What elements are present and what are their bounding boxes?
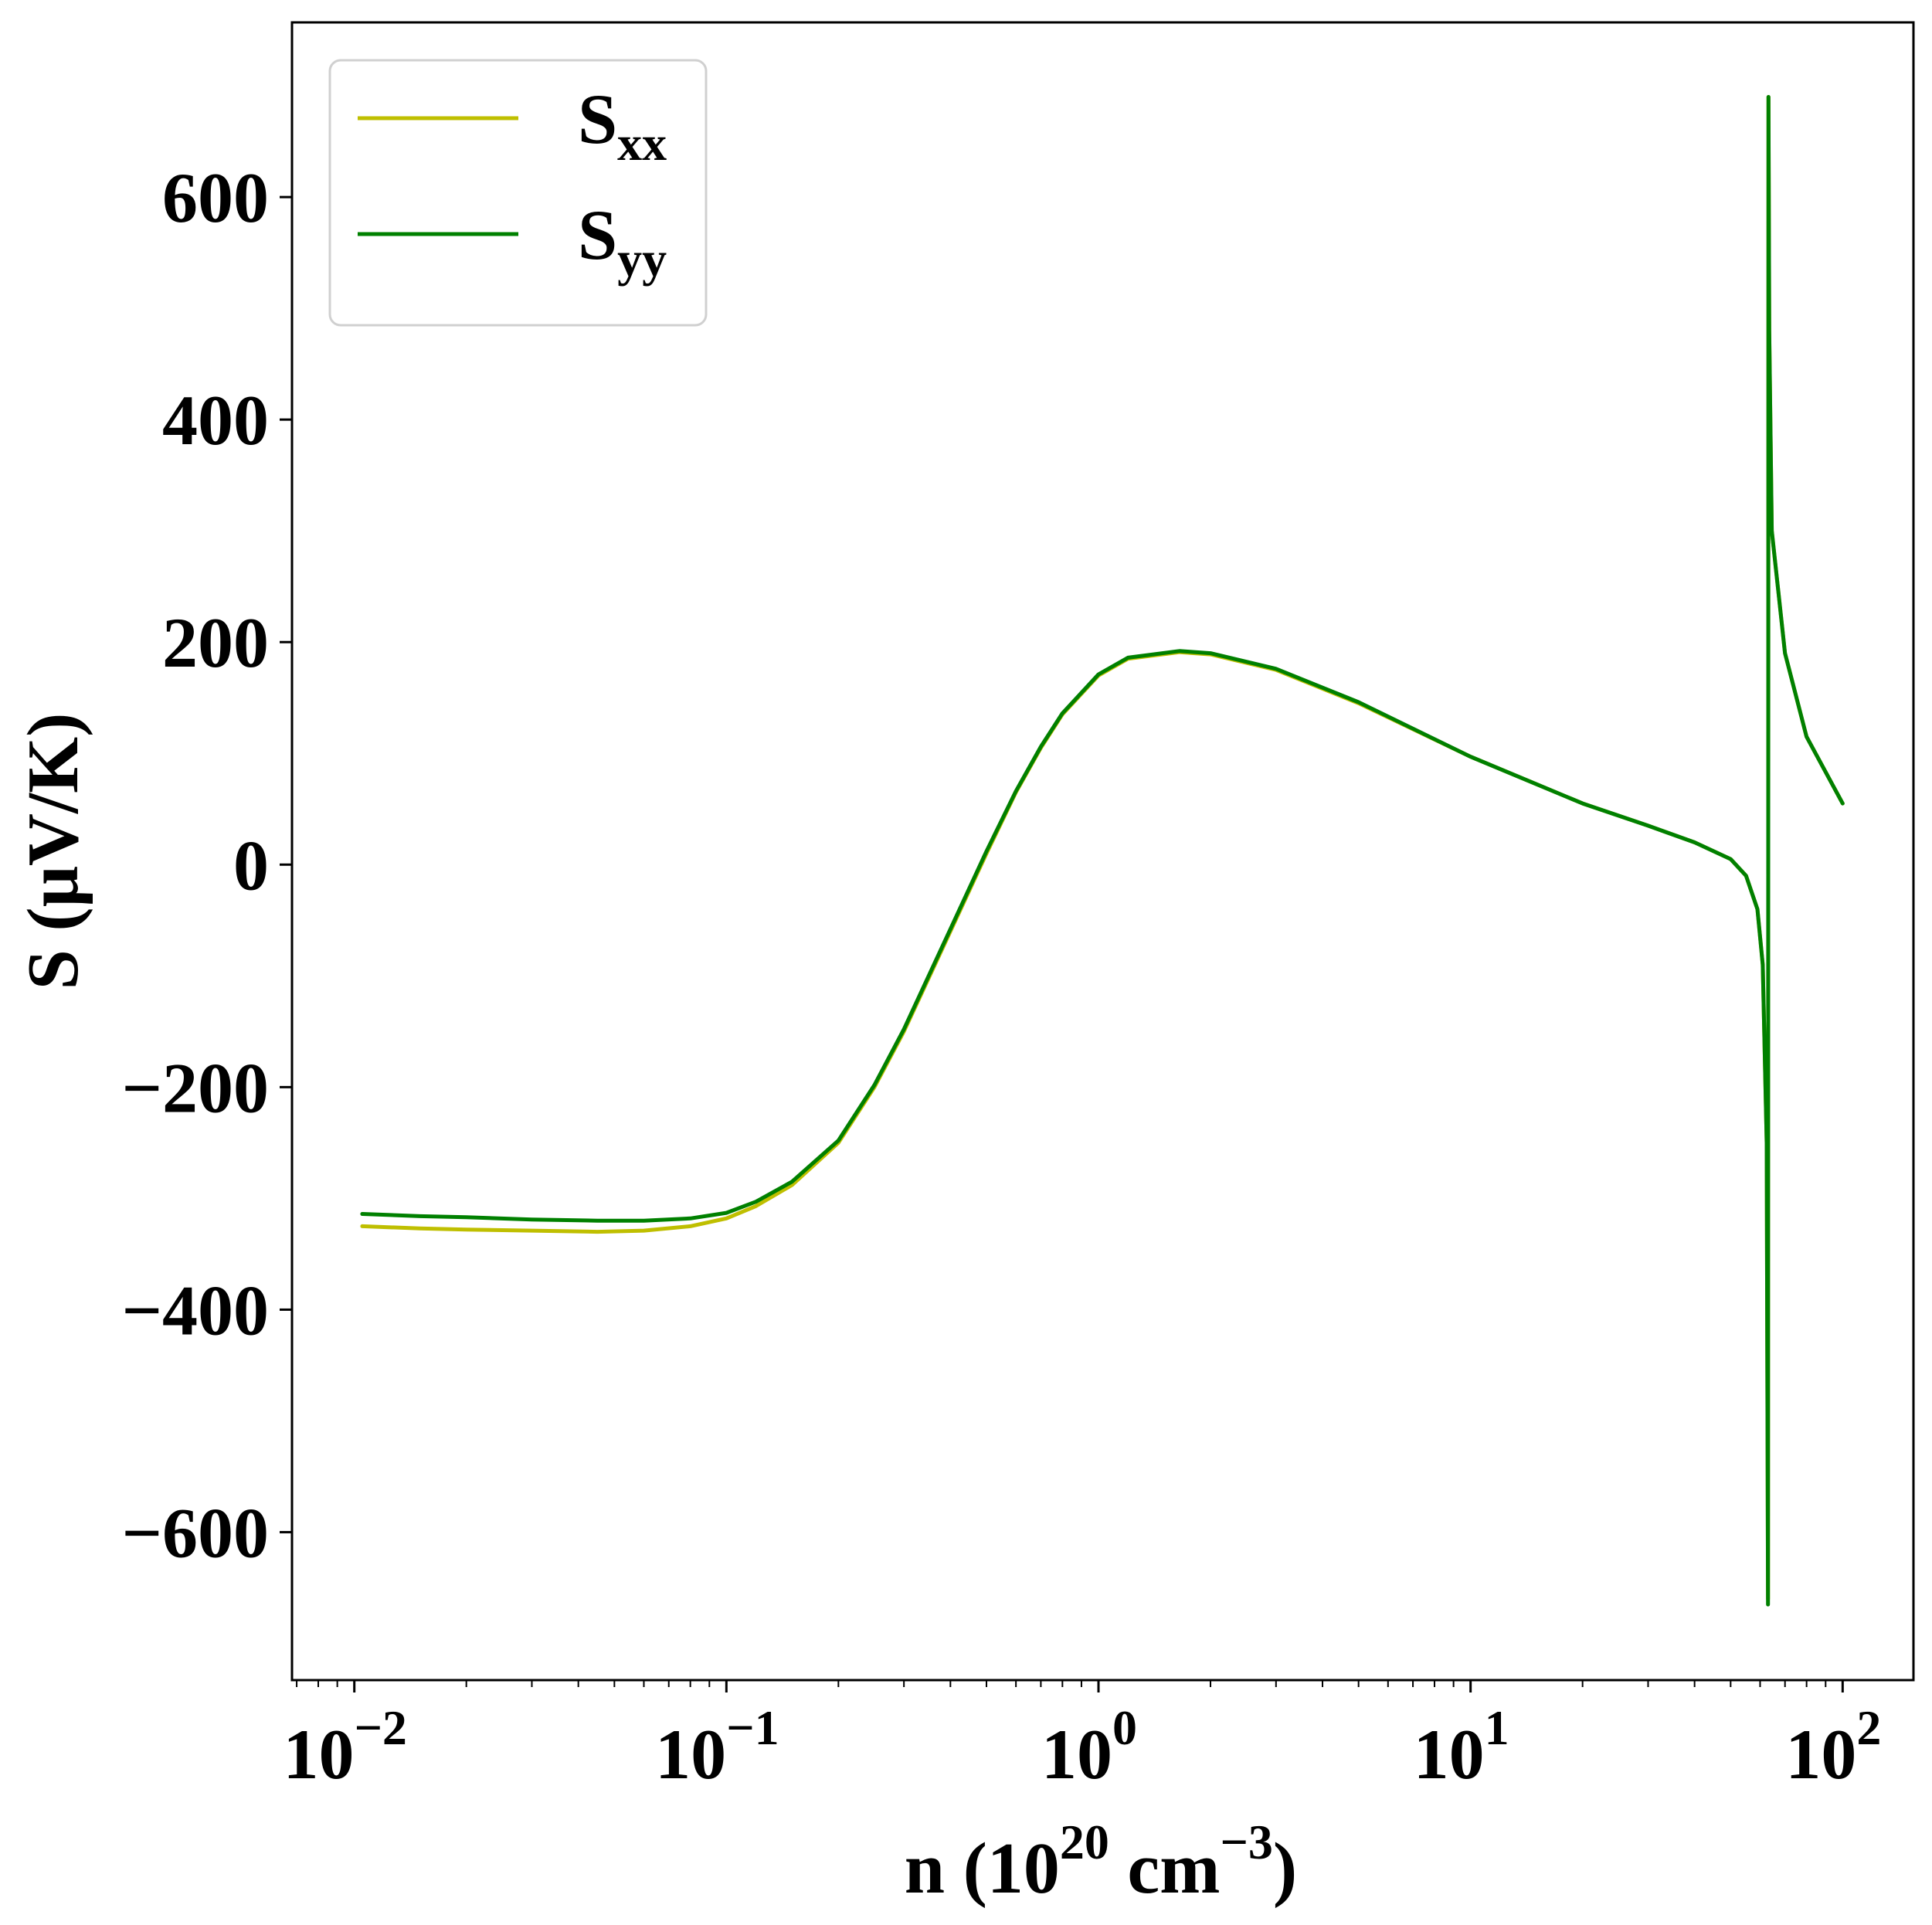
- x-tick-label: 102: [1785, 1700, 1881, 1794]
- legend-label-sxx-sub: xx: [617, 116, 667, 171]
- plot-frame: [290, 21, 1915, 1682]
- y-tick-label: −600: [122, 1493, 269, 1572]
- legend-label-syy-main: S: [578, 195, 617, 274]
- x-tick-label-base: 10: [283, 1715, 354, 1794]
- x-tick-label-exp: 1: [1485, 1700, 1509, 1755]
- legend-label-syy: Syy: [578, 195, 667, 287]
- legend-label-sxx-main: S: [578, 80, 617, 158]
- legend-label-syy-sub: yy: [617, 232, 667, 287]
- y-axis: −600 −400 −200 0 200 400 600: [122, 158, 292, 1572]
- x-axis-title-sup2: −3: [1220, 1815, 1272, 1869]
- y-tick-label: 200: [162, 603, 269, 682]
- x-tick-label-exp: −2: [354, 1700, 406, 1755]
- x-axis-title: n (1020 cm−3): [905, 1815, 1297, 1909]
- legend-label-sxx: Sxx: [578, 80, 667, 171]
- x-tick-label: 100: [1041, 1700, 1137, 1794]
- x-tick-label-base: 10: [1414, 1715, 1485, 1794]
- x-tick-label-exp: −1: [726, 1700, 779, 1755]
- series-layer: [360, 95, 1845, 1607]
- x-tick-label: 10−1: [655, 1700, 779, 1794]
- x-axis: 10−2 10−1 100 101 102: [283, 1680, 1881, 1794]
- x-axis-title-sup1: 20: [1060, 1815, 1109, 1869]
- y-tick-label: −400: [122, 1271, 269, 1350]
- legend-frame: [328, 59, 708, 327]
- y-axis-title: S (μV/K): [13, 713, 93, 990]
- x-axis-title-pre: n (10: [905, 1828, 1060, 1909]
- y-tick-label: 600: [162, 158, 269, 237]
- x-tick-label: 10−2: [283, 1700, 406, 1794]
- y-tick-label: −200: [122, 1048, 269, 1127]
- x-axis-title-mid: cm: [1109, 1828, 1221, 1909]
- x-tick-label-exp: 0: [1112, 1700, 1137, 1755]
- x-tick-label-exp: 2: [1856, 1700, 1881, 1755]
- x-tick-label-base: 10: [1785, 1715, 1856, 1794]
- x-tick-label: 101: [1414, 1700, 1509, 1794]
- y-tick-label: 400: [162, 381, 269, 460]
- y-tick-label: 0: [233, 826, 269, 905]
- x-axis-title-post: ): [1273, 1828, 1297, 1909]
- x-tick-label-base: 10: [1041, 1715, 1112, 1794]
- x-tick-label-base: 10: [655, 1715, 726, 1794]
- series-line-syy: [360, 95, 1845, 1607]
- legend: Sxx Syy: [328, 59, 708, 327]
